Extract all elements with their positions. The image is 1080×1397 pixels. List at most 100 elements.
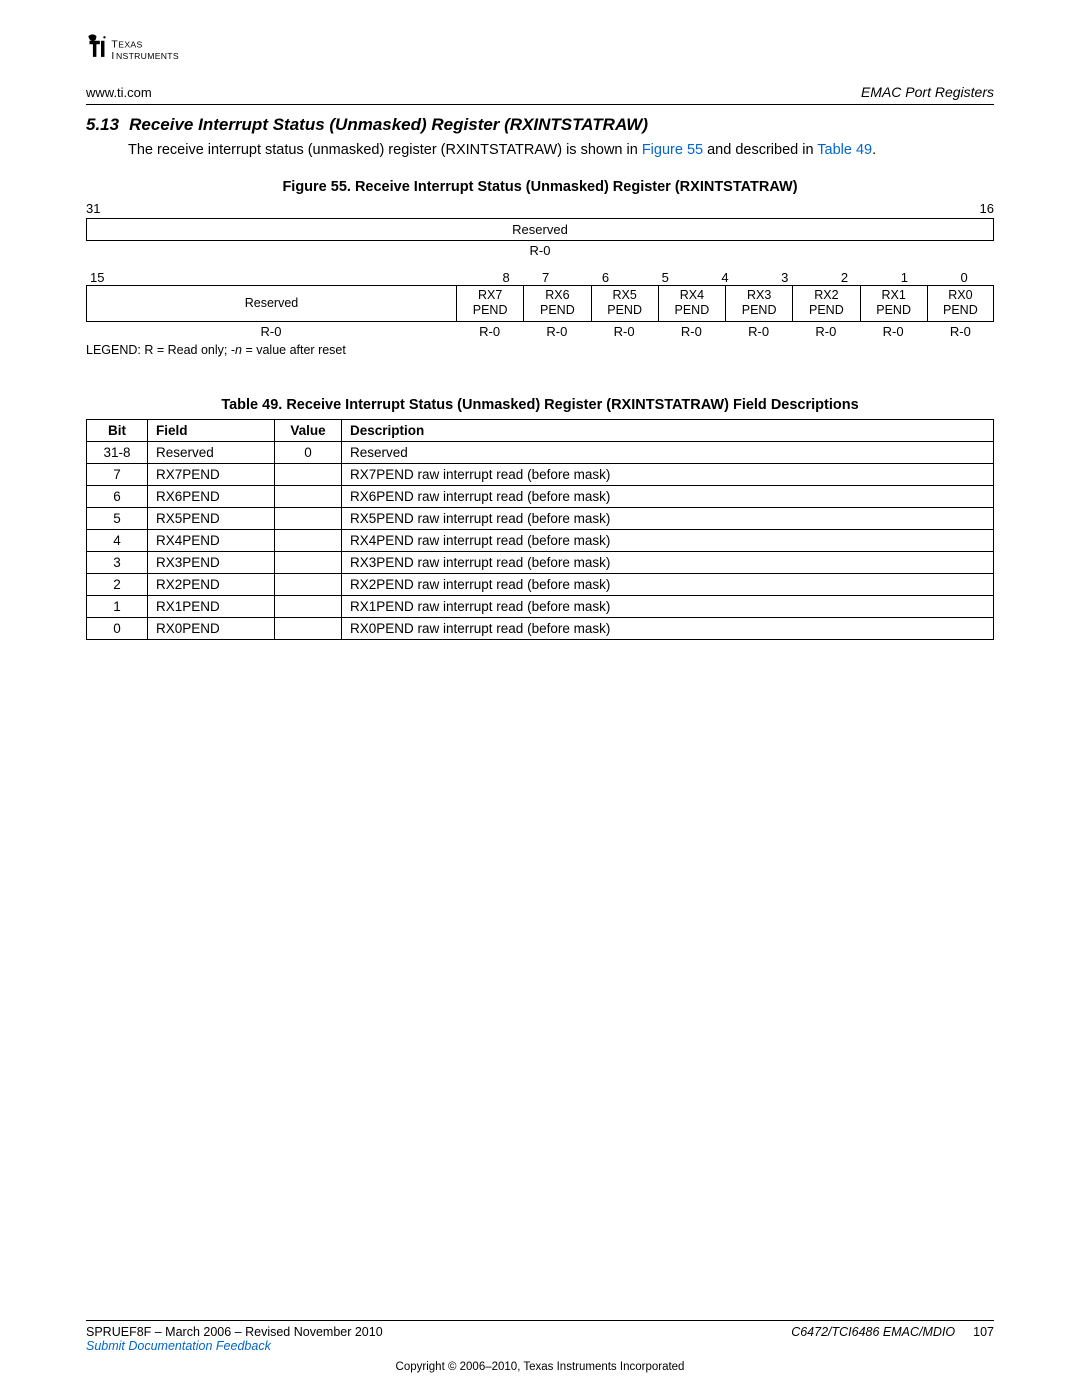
cell-field: RX2PEND [148,573,275,595]
reg-field: RX0PEND [927,286,994,321]
legend-post: = value after reset [242,343,346,357]
bit-label: 1 [874,270,934,285]
section-title: 5.13 Receive Interrupt Status (Unmasked) … [86,115,994,135]
doc-title: C6472/TCI6486 EMAC/MDIO [791,1325,955,1339]
copyright: Copyright © 2006–2010, Texas Instruments… [86,1361,994,1373]
intro-text-post: . [872,142,876,158]
bit-16-label: 16 [540,201,994,216]
reg-field: RX5PEND [591,286,658,321]
bit-label: 5 [635,270,695,285]
cell-bit: 3 [87,551,148,573]
cell-value [275,617,342,639]
intro-text-mid: and described in [703,142,817,158]
table-row: 3RX3PEND RX3PEND raw interrupt read (befo… [87,551,994,573]
bit-label: 6 [576,270,636,285]
cell-description: RX6PEND raw interrupt read (before mask) [342,485,994,507]
reg-resets-lo: R-0R-0R-0R-0R-0R-0R-0R-0R-0 [86,322,994,339]
register-legend: LEGEND: R = Read only; -n = value after … [86,343,994,357]
table-row: 1RX1PEND RX1PEND raw interrupt read (befo… [87,595,994,617]
cell-description: RX7PEND raw interrupt read (before mask) [342,463,994,485]
bit-label: 7 [516,270,576,285]
cell-bit: 1 [87,595,148,617]
bit-label: 15 [86,270,456,285]
cell-field: Reserved [148,441,275,463]
cell-description: RX2PEND raw interrupt read (before mask) [342,573,994,595]
section-number: 5.13 [86,115,119,134]
figure-link[interactable]: Figure 55 [642,142,703,158]
table-row: 2RX2PEND RX2PEND raw interrupt read (befo… [87,573,994,595]
section-heading: Receive Interrupt Status (Unmasked) Regi… [129,115,648,134]
table-row: 6RX6PEND RX6PEND raw interrupt read (befo… [87,485,994,507]
svg-text:NSTRUMENTS: NSTRUMENTS [116,51,179,61]
cell-field: RX5PEND [148,507,275,529]
cell-bit: 4 [87,529,148,551]
reg-reset: R-0 [86,324,456,339]
cell-bit: 2 [87,573,148,595]
cell-value [275,463,342,485]
reg-field: RX4PEND [658,286,725,321]
reg-field: RX2PEND [792,286,859,321]
footer-divider [86,1320,994,1321]
bit-label: 2 [815,270,875,285]
cell-field: RX1PEND [148,595,275,617]
table-caption: Table 49. Receive Interrupt Status (Unma… [86,397,994,413]
intro-text-pre: The receive interrupt status (unmasked) … [128,142,642,158]
th-field: Field [148,419,275,441]
cell-field: RX4PEND [148,529,275,551]
reg-reset: R-0 [792,324,859,339]
reg-reset: R-0 [591,324,658,339]
reg-fields-lo: ReservedRX7PENDRX6PENDRX5PENDRX4PENDRX3P… [86,285,994,322]
reg-reset: R-0 [658,324,725,339]
svg-text:EXAS: EXAS [118,40,142,50]
header-section: EMAC Port Registers [861,84,994,100]
reg-field-reserved-hi: Reserved [86,218,994,241]
cell-bit: 31-8 [87,441,148,463]
cell-bit: 5 [87,507,148,529]
cell-value [275,485,342,507]
reg-field: RX7PEND [456,286,523,321]
intro-paragraph: The receive interrupt status (unmasked) … [128,141,994,161]
reg-field-reserved-lo: Reserved [86,286,456,321]
bit-label: 0 [934,270,994,285]
cell-value [275,529,342,551]
reg-field: RX3PEND [725,286,792,321]
th-value: Value [275,419,342,441]
reg-reset: R-0 [725,324,792,339]
reg-field: RX6PEND [523,286,590,321]
table-row: 31-8Reserved0Reserved [87,441,994,463]
table-row: 7RX7PENDRX7PEND raw interrupt read (befo… [87,463,994,485]
cell-value [275,551,342,573]
cell-description: RX3PEND raw interrupt read (before mask) [342,551,994,573]
page-header: T EXAS I NSTRUMENTS [86,30,994,70]
cell-description: RX1PEND raw interrupt read (before mask) [342,595,994,617]
cell-bit: 7 [87,463,148,485]
th-bit: Bit [87,419,148,441]
th-description: Description [342,419,994,441]
cell-field: RX6PEND [148,485,275,507]
svg-text:I: I [111,51,114,62]
reg-reset: R-0 [860,324,927,339]
cell-bit: 0 [87,617,148,639]
page-footer: SPRUEF8F – March 2006 – Revised November… [86,1320,994,1373]
legend-n: n [235,343,242,357]
cell-description: RX4PEND raw interrupt read (before mask) [342,529,994,551]
table-row: 4RX4PEND RX4PEND raw interrupt read (befo… [87,529,994,551]
cell-field: RX3PEND [148,551,275,573]
cell-value [275,595,342,617]
cell-description: Reserved [342,441,994,463]
cell-value: 0 [275,441,342,463]
reg-reset-hi: R-0 [86,241,994,260]
cell-field: RX0PEND [148,617,275,639]
reg-reset: R-0 [927,324,994,339]
cell-bit: 6 [87,485,148,507]
table-link[interactable]: Table 49 [817,142,872,158]
cell-description: RX5PEND raw interrupt read (before mask) [342,507,994,529]
svg-text:T: T [111,40,118,51]
reg-reset: R-0 [456,324,523,339]
bit-numbers-row: 15876543210 [86,270,994,285]
header-url[interactable]: www.ti.com [86,85,152,100]
register-diagram: 31 16 Reserved R-0 15876543210 ReservedR… [86,201,994,357]
feedback-link[interactable]: Submit Documentation Feedback [86,1339,271,1353]
page-number: 107 [973,1325,994,1339]
ti-logo: T EXAS I NSTRUMENTS [86,30,236,70]
